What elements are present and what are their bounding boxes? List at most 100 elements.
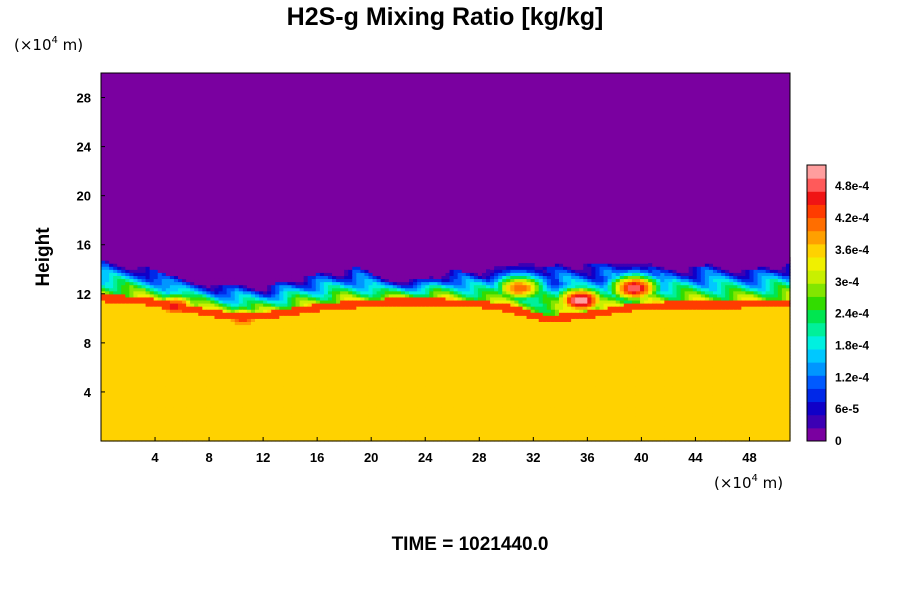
heatmap-cell — [291, 388, 297, 393]
heatmap-cell — [307, 312, 313, 316]
heatmap-cell — [461, 342, 467, 347]
heatmap-cell — [267, 364, 272, 368]
heatmap-cell — [449, 339, 455, 344]
heatmap-cell — [295, 398, 301, 402]
heatmap-cell — [218, 376, 224, 381]
heatmap-cell — [404, 327, 410, 332]
heatmap-cell — [182, 345, 187, 350]
heatmap-cell — [157, 318, 163, 322]
heatmap-cell — [109, 419, 114, 424]
heatmap-cell — [453, 324, 459, 329]
heatmap-cell — [149, 352, 155, 356]
heatmap-cell — [149, 342, 155, 347]
heatmap-cell — [437, 379, 443, 384]
heatmap-cell — [376, 290, 382, 295]
heatmap-cell — [368, 358, 374, 362]
heatmap-cell — [218, 385, 224, 390]
heatmap-cell — [226, 379, 232, 384]
heatmap-cell — [250, 404, 256, 408]
heatmap-cell — [303, 284, 309, 289]
heatmap-cell — [105, 437, 110, 442]
heatmap-cell — [178, 324, 183, 329]
heatmap-cell — [441, 358, 447, 362]
heatmap-cell — [210, 373, 216, 378]
heatmap-cell — [129, 260, 135, 264]
heatmap-cell — [457, 299, 463, 304]
heatmap-cell — [271, 321, 276, 326]
heatmap-cell — [255, 333, 260, 338]
heatmap-cell — [327, 269, 333, 273]
heatmap-cell — [340, 370, 345, 375]
heatmap-cell — [267, 404, 272, 408]
heatmap-cell — [303, 428, 309, 433]
heatmap-cell — [457, 315, 463, 319]
heatmap-cell — [315, 395, 321, 399]
heatmap-cell — [165, 339, 171, 344]
heatmap-cell — [400, 398, 406, 402]
heatmap-cell — [332, 367, 337, 372]
heatmap-cell — [275, 330, 280, 335]
heatmap-cell — [242, 299, 248, 304]
heatmap-cell — [218, 333, 224, 338]
heatmap-cell — [441, 333, 447, 338]
heatmap-cell — [392, 306, 398, 310]
heatmap-cell — [413, 422, 418, 427]
heatmap-cell — [421, 306, 426, 310]
heatmap-cell — [238, 428, 244, 433]
heatmap-cell — [413, 401, 418, 405]
heatmap-cell — [141, 296, 147, 301]
heatmap-cell — [461, 339, 467, 344]
heatmap-cell — [323, 272, 329, 276]
heatmap-cell — [226, 321, 232, 326]
heatmap-cell — [392, 336, 398, 341]
heatmap-cell — [129, 330, 135, 335]
heatmap-cell — [307, 315, 313, 319]
heatmap-cell — [283, 404, 289, 408]
heatmap-cell — [190, 287, 195, 292]
heatmap-cell — [226, 367, 232, 372]
heatmap-cell — [421, 395, 426, 399]
heatmap-cell — [238, 349, 244, 353]
heatmap-cell — [348, 388, 353, 393]
heatmap-cell — [409, 428, 414, 433]
heatmap-cell — [299, 434, 305, 439]
heatmap-cell — [267, 287, 272, 292]
heatmap-cell — [271, 416, 276, 421]
heatmap-cell — [441, 401, 447, 405]
heatmap-cell — [214, 367, 220, 372]
heatmap-cell — [409, 385, 414, 390]
heatmap-cell — [109, 293, 114, 298]
heatmap-cell — [149, 401, 155, 405]
heatmap-cell — [364, 352, 370, 356]
heatmap-cell — [295, 309, 301, 313]
heatmap-cell — [178, 358, 183, 362]
heatmap-cell — [101, 391, 106, 396]
heatmap-cell — [145, 333, 151, 338]
heatmap-cell — [105, 290, 110, 295]
heatmap-cell — [396, 361, 402, 365]
heatmap-cell — [356, 437, 361, 442]
heatmap-cell — [259, 339, 264, 344]
heatmap-cell — [425, 355, 430, 359]
heatmap-cell — [186, 431, 191, 436]
heatmap-cell — [433, 299, 438, 304]
heatmap-cell — [388, 382, 394, 387]
heatmap-cell — [206, 395, 212, 399]
heatmap-cell — [352, 318, 357, 322]
heatmap-cell — [173, 312, 179, 316]
heatmap-cell — [129, 385, 135, 390]
heatmap-cell — [121, 349, 126, 353]
heatmap-cell — [315, 401, 321, 405]
heatmap-cell — [396, 425, 402, 430]
heatmap-cell — [441, 425, 447, 430]
heatmap-cell — [425, 364, 430, 368]
heatmap-cell — [327, 419, 333, 424]
heatmap-cell — [226, 318, 232, 322]
heatmap-cell — [348, 318, 353, 322]
heatmap-cell — [218, 404, 224, 408]
heatmap-cell — [340, 278, 345, 283]
heatmap-cell — [182, 333, 187, 338]
heatmap-cell — [271, 370, 276, 375]
heatmap-cell — [360, 315, 366, 319]
heatmap-cell — [263, 339, 268, 344]
